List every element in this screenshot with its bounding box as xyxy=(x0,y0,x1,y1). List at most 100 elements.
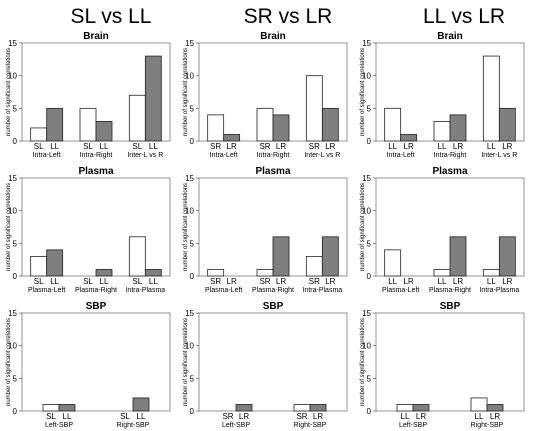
y-tick-label: 0 xyxy=(367,407,372,416)
series-label: SL xyxy=(34,277,44,286)
y-tick-label: 10 xyxy=(362,72,371,81)
category-label: Intra-Plasma xyxy=(302,287,342,294)
bar-lr-intra-right xyxy=(272,114,290,142)
series-label: SL xyxy=(46,412,56,421)
bar-ll-intra-left xyxy=(384,107,402,142)
y-axis-label: number of significant correlations xyxy=(360,48,366,136)
series-label: LL xyxy=(487,142,496,151)
series-label: SR xyxy=(309,277,320,286)
y-tick-label: 10 xyxy=(8,207,17,216)
panel-title: Plasma xyxy=(432,166,467,177)
series-label: LL xyxy=(149,277,158,286)
y-tick-label: 15 xyxy=(8,309,17,318)
y-tick-label: 5 xyxy=(190,374,195,383)
y-tick-label: 15 xyxy=(362,309,371,318)
y-axis-label: number of significant correlations xyxy=(183,318,189,406)
panel-title: Plasma xyxy=(78,166,113,177)
panel-title: Brain xyxy=(260,31,286,42)
series-label: LR xyxy=(453,277,463,286)
series-label: LL xyxy=(100,142,109,151)
y-tick-label: 0 xyxy=(190,407,195,416)
series-label: LL xyxy=(388,277,397,286)
series-label: LR xyxy=(453,142,463,151)
column-title-1: SL vs LL xyxy=(71,5,152,28)
bar-sr-right-sbp xyxy=(293,404,311,412)
category-label: Left-SBP xyxy=(45,422,73,429)
series-label: LR xyxy=(404,142,414,151)
bar-sr-intra-plasma xyxy=(305,255,323,277)
series-label: LL xyxy=(388,142,397,151)
y-tick-label: 0 xyxy=(13,272,18,281)
column-title-2: SR vs LR xyxy=(244,5,333,28)
y-tick-label: 5 xyxy=(190,239,195,248)
category-label: Plasma-Left xyxy=(205,287,242,294)
category-label: Inter-L vs R xyxy=(304,152,340,159)
series-label: SR xyxy=(210,142,221,151)
series-label: SL xyxy=(132,277,142,286)
bar-ll-inter-l vs r xyxy=(144,55,162,142)
series-label: LL xyxy=(401,412,410,421)
bar-lr-intra-plasma xyxy=(321,236,339,277)
series-label: LR xyxy=(325,142,335,151)
y-tick-label: 5 xyxy=(190,104,195,113)
series-label: SL xyxy=(120,412,130,421)
bar-sl-inter-l vs r xyxy=(128,94,146,142)
y-tick-label: 10 xyxy=(8,342,17,351)
y-tick-label: 5 xyxy=(13,374,18,383)
y-tick-label: 10 xyxy=(185,207,194,216)
series-label: LL xyxy=(438,142,447,151)
category-label: Plasma-Left xyxy=(382,287,419,294)
bar-ll-plasma-right xyxy=(95,269,113,277)
series-label: LL xyxy=(50,277,59,286)
bar-lr-left-sbp xyxy=(235,404,253,412)
series-label: LR xyxy=(416,412,426,421)
panel-title: SBP xyxy=(86,301,107,312)
category-label: Plasma-Right xyxy=(252,287,294,294)
category-label: Intra-Plasma xyxy=(479,287,519,294)
series-label: LR xyxy=(239,412,249,421)
panel-title: SBP xyxy=(440,301,461,312)
y-tick-label: 5 xyxy=(367,104,372,113)
series-label: SL xyxy=(132,142,142,151)
category-label: Plasma-Left xyxy=(28,287,65,294)
y-tick-label: 10 xyxy=(362,342,371,351)
category-label: Inter-L vs R xyxy=(481,152,517,159)
bar-ll-intra-plasma xyxy=(482,269,500,277)
category-label: Intra-Right xyxy=(257,152,290,159)
series-label: LL xyxy=(149,142,158,151)
series-label: LL xyxy=(475,412,484,421)
series-label: LR xyxy=(502,142,512,151)
bar-ll-inter-l vs r xyxy=(482,55,500,142)
series-label: LR xyxy=(227,142,237,151)
y-axis-label: number of significant correlations xyxy=(183,183,189,271)
series-label: LR xyxy=(490,412,500,421)
plot-frame xyxy=(21,312,171,412)
series-label: LR xyxy=(227,277,237,286)
bar-sl-intra-right xyxy=(79,107,97,142)
bar-ll-intra-right xyxy=(95,121,113,142)
y-tick-label: 0 xyxy=(367,137,372,146)
series-label: LR xyxy=(276,277,286,286)
plot-frame xyxy=(375,312,525,412)
bar-ll-plasma-left xyxy=(46,249,64,277)
category-label: Left-SBP xyxy=(399,422,427,429)
y-tick-label: 0 xyxy=(367,272,372,281)
y-tick-label: 10 xyxy=(362,207,371,216)
series-label: SR xyxy=(210,277,221,286)
series-label: LR xyxy=(276,142,286,151)
bar-sr-intra-left xyxy=(207,114,225,142)
bar-lr-plasma-right xyxy=(449,236,467,277)
bar-ll-right-sbp xyxy=(132,397,150,412)
category-label: Right-SBP xyxy=(117,422,150,429)
panel-title: SBP xyxy=(263,301,284,312)
category-label: Intra-Plasma xyxy=(125,287,165,294)
y-axis-label: number of significant correlations xyxy=(6,183,12,271)
bar-sl-intra-left xyxy=(30,127,48,142)
category-label: Inter-L vs R xyxy=(127,152,163,159)
